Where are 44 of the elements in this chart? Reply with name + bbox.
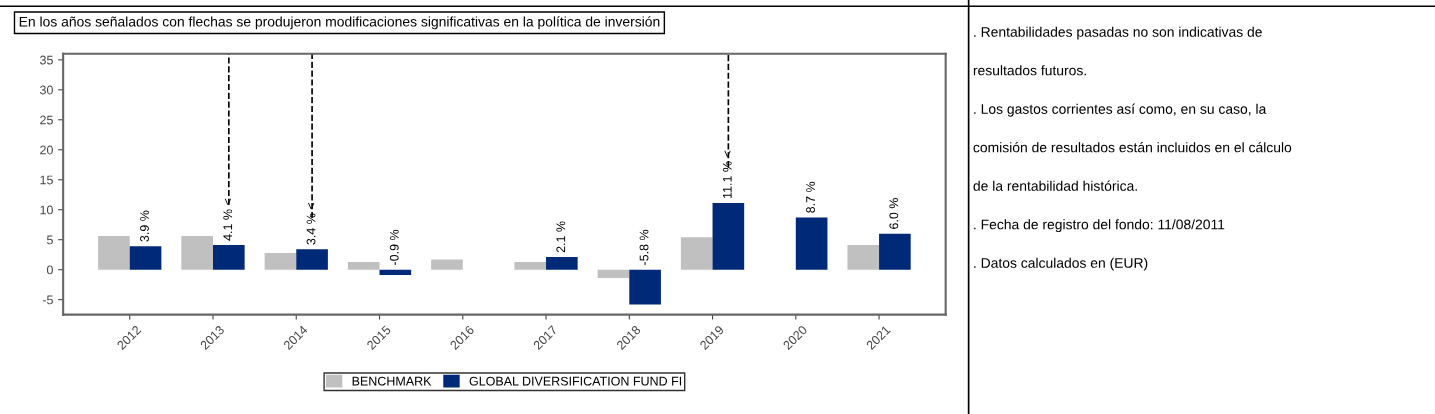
bar [213, 245, 245, 270]
text: comisión de resultados están incluidos en el cálculo [973, 141, 1292, 153]
y-tick-label: 10 [40, 205, 53, 215]
y-tick-label: 25 [40, 115, 53, 125]
y-tick-label: 15 [40, 175, 53, 185]
y-tick-label: 35 [39, 55, 53, 65]
bar [629, 269, 661, 305]
text: . Datos calculados en (EUR) [974, 257, 1148, 271]
text: de la rentabilidad histórica. [973, 180, 1137, 191]
data-label: 2.1 % [556, 221, 566, 253]
data-label: -0.9 % [389, 229, 399, 265]
bar [597, 269, 630, 279]
bar [879, 233, 911, 270]
bar [514, 261, 547, 270]
data-label: 3.4 % < [306, 202, 316, 245]
bar [264, 252, 297, 270]
text: . Fecha de registro del fondo: 11/08/2011 [974, 219, 1225, 233]
legend-label: BENCHMARK [352, 376, 432, 386]
bar [546, 257, 578, 270]
bar [296, 249, 328, 270]
bar [795, 217, 828, 270]
data-label: -5.8 % [639, 229, 649, 265]
data-label: 3.9 % [140, 210, 149, 242]
bar [379, 269, 412, 276]
y-tick-label: 20 [40, 145, 53, 155]
bar [181, 236, 213, 270]
y-tick-label: 0 [46, 265, 53, 275]
y-tick-label: 30 [39, 85, 53, 95]
data-label: 6.0 % [889, 198, 899, 229]
data-label: 8.7 % [806, 181, 815, 213]
y-tick-label: 5 [46, 235, 53, 245]
bar [98, 236, 130, 270]
chart-title: En los años señalados con flechas se produjeron modificaciones significativas en la política de inversión [19, 16, 660, 30]
y-tick-label: -5 [42, 295, 53, 305]
bar [680, 237, 713, 270]
legend-label: GLOBAL DIVERSIFICATION FUND FI [469, 376, 682, 386]
bar [847, 245, 880, 270]
bar [712, 203, 745, 270]
text: resultados futuros. [973, 65, 1086, 76]
bar [431, 259, 463, 270]
bar [129, 246, 162, 270]
bar [347, 261, 380, 270]
text: . Los gastos corrientes así como, en su caso, la [974, 103, 1267, 117]
text: . Rentabilidades pasadas no son indicativas de [974, 26, 1262, 40]
